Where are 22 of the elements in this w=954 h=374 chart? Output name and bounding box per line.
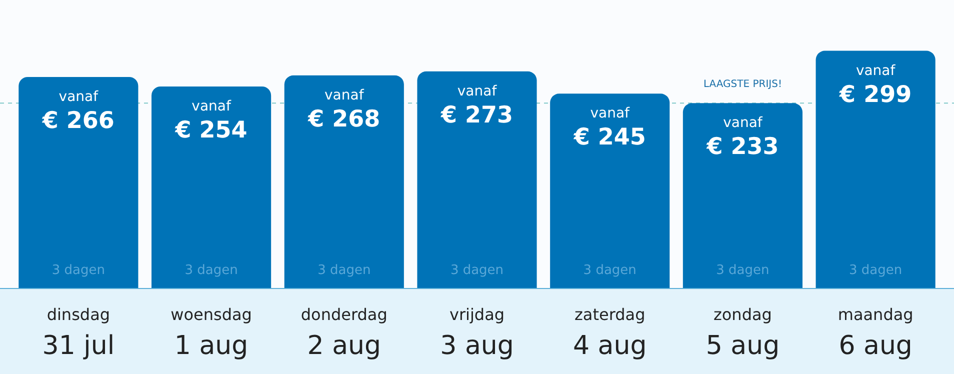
x-tick-label: dinsdag 31 jul xyxy=(42,305,115,361)
annotation: 3 dagen xyxy=(849,263,902,278)
annotation: 3 dagen xyxy=(583,263,636,278)
annotation: 3 dagen xyxy=(318,263,371,278)
x-tick-label: zondag 5 aug xyxy=(706,305,780,361)
data-label: vanaf € 268 xyxy=(307,87,380,132)
annotation: 3 dagen xyxy=(716,263,770,278)
data-label: vanaf € 299 xyxy=(838,62,912,108)
data-label: vanaf € 266 xyxy=(41,88,114,134)
data-label: vanaf € 233 xyxy=(706,115,779,160)
data-label: vanaf € 273 xyxy=(440,83,514,128)
x-tick-label: vrijdag 3 aug xyxy=(440,305,514,361)
x-tick-label: maandag 6 aug xyxy=(838,305,914,361)
annotation: 3 dagen xyxy=(450,263,504,278)
annotation: 3 dagen xyxy=(52,263,105,278)
data-label: vanaf € 245 xyxy=(572,106,646,151)
x-tick-label: woensdag 1 aug xyxy=(170,305,252,361)
x-tick-label: donderdag 2 aug xyxy=(300,305,388,361)
annotation: LAAGSTE PRIJS! xyxy=(703,79,782,90)
x-tick-label: zaterdag 4 aug xyxy=(572,305,647,361)
data-label: vanaf € 254 xyxy=(174,98,248,144)
annotation: 3 dagen xyxy=(184,263,238,278)
